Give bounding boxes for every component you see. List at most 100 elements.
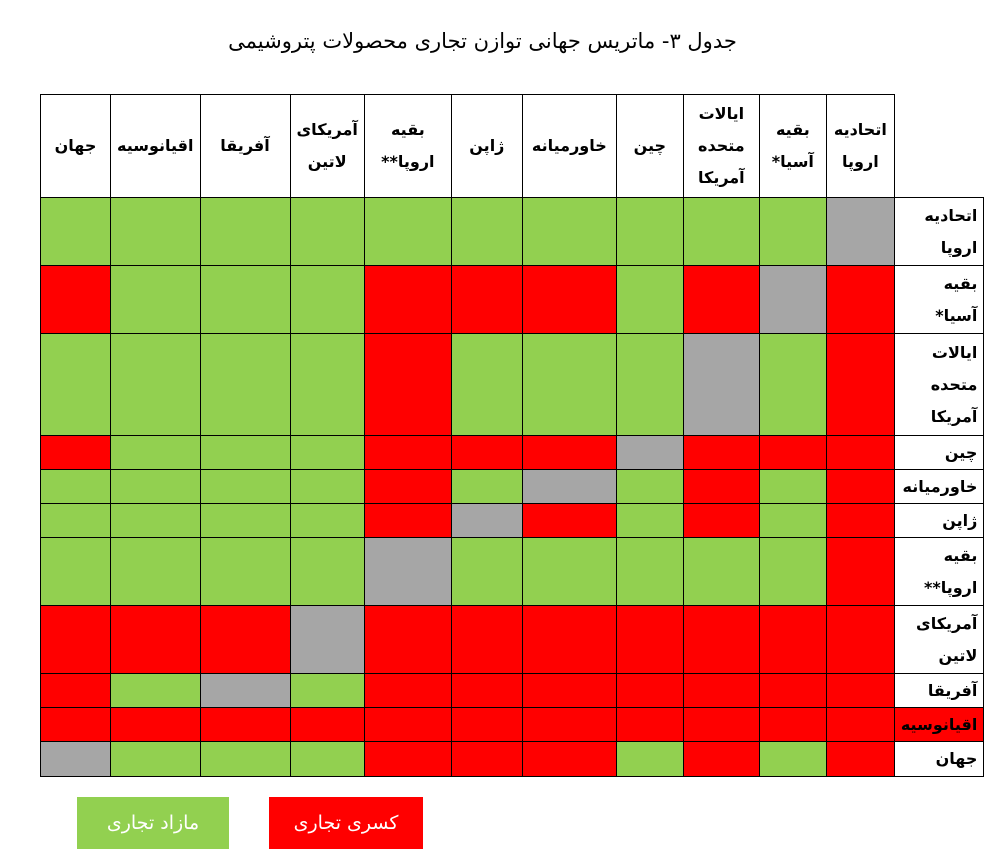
matrix-cell-none bbox=[615, 435, 684, 470]
matrix-cell-surplus bbox=[615, 333, 684, 436]
row-header-label: ایالات متحده آمریکا bbox=[930, 342, 978, 426]
column-header: اتحادیه اروپا bbox=[825, 94, 895, 198]
matrix-cell-surplus bbox=[199, 435, 291, 470]
matrix-cell-deficit bbox=[450, 435, 523, 470]
matrix-cell-deficit bbox=[758, 605, 827, 674]
matrix-cell-surplus bbox=[40, 537, 111, 606]
matrix-cell-surplus bbox=[682, 537, 760, 606]
matrix-cell-deficit bbox=[363, 435, 452, 470]
matrix-cell-surplus bbox=[289, 503, 365, 538]
matrix-cell-none bbox=[682, 333, 760, 436]
matrix-cell-surplus bbox=[110, 197, 201, 266]
matrix-cell-surplus bbox=[110, 265, 201, 334]
column-header-label: اقیانوسیه bbox=[117, 136, 194, 155]
matrix-cell-surplus bbox=[289, 265, 365, 334]
matrix-cell-deficit bbox=[825, 265, 895, 334]
matrix-cell-deficit bbox=[110, 605, 201, 674]
column-header-label: بقیه اروپا** bbox=[381, 120, 435, 171]
matrix-cell-surplus bbox=[521, 333, 617, 436]
matrix-cell-surplus bbox=[110, 333, 201, 436]
matrix-cell-surplus bbox=[758, 197, 827, 266]
row-header-label: ژاپن bbox=[942, 510, 978, 530]
matrix-cell-deficit bbox=[825, 741, 895, 777]
matrix-cell-surplus bbox=[110, 673, 201, 708]
matrix-cell-deficit bbox=[825, 333, 895, 436]
matrix-cell-deficit bbox=[521, 265, 617, 334]
matrix-cell-deficit bbox=[363, 503, 452, 538]
matrix-cell-deficit bbox=[825, 605, 895, 674]
column-header: جهان bbox=[40, 94, 111, 198]
matrix-cell-surplus bbox=[450, 469, 523, 504]
row-header: ایالات متحده آمریکا bbox=[893, 333, 985, 436]
column-header: آمریکای لاتین bbox=[289, 94, 365, 198]
column-header: آفریقا bbox=[199, 94, 291, 198]
matrix-cell-deficit bbox=[289, 707, 365, 742]
matrix-cell-deficit bbox=[450, 605, 523, 674]
table-row: آمریکای لاتین bbox=[40, 605, 985, 674]
matrix-cell-surplus bbox=[289, 673, 365, 708]
matrix-cell-deficit bbox=[40, 265, 111, 334]
corner-cell bbox=[894, 94, 984, 198]
matrix-cell-surplus bbox=[289, 741, 365, 777]
matrix-cell-surplus bbox=[521, 537, 617, 606]
column-header-label: چین bbox=[633, 136, 667, 155]
table-row: بقیه اروپا** bbox=[40, 537, 985, 606]
matrix-cell-deficit bbox=[363, 673, 452, 708]
row-header-label: بقیه آسیا* bbox=[935, 273, 978, 325]
row-header-label: اتحادیه اروپا bbox=[924, 205, 978, 257]
trade-matrix-container: اتحادیه اروپا بقیه آسیا* ایالات متحده آمری… bbox=[40, 94, 985, 777]
table-row: جهان bbox=[40, 741, 985, 777]
column-header: چین bbox=[615, 94, 684, 198]
matrix-cell-surplus bbox=[199, 333, 291, 436]
column-header-label: اتحادیه اروپا bbox=[833, 120, 887, 171]
matrix-cell-none bbox=[521, 469, 617, 504]
matrix-cell-deficit bbox=[758, 673, 827, 708]
matrix-cell-deficit bbox=[825, 707, 895, 742]
matrix-cell-none bbox=[289, 605, 365, 674]
matrix-cell-surplus bbox=[110, 537, 201, 606]
matrix-cell-surplus bbox=[110, 469, 201, 504]
matrix-cell-deficit bbox=[363, 333, 452, 436]
column-header-label: بقیه آسیا* bbox=[771, 120, 814, 171]
matrix-cell-deficit bbox=[40, 605, 111, 674]
legend-deficit-label: کسری تجاری bbox=[293, 812, 399, 834]
matrix-cell-deficit bbox=[199, 605, 291, 674]
matrix-cell-surplus bbox=[110, 503, 201, 538]
matrix-cell-deficit bbox=[450, 673, 523, 708]
matrix-cell-surplus bbox=[615, 741, 684, 777]
row-header-label: بقیه اروپا** bbox=[923, 545, 978, 597]
matrix-cell-surplus bbox=[110, 435, 201, 470]
matrix-cell-deficit bbox=[615, 707, 684, 742]
row-header: چین bbox=[893, 435, 985, 470]
table-row: ایالات متحده آمریکا bbox=[40, 333, 985, 436]
matrix-cell-deficit bbox=[521, 435, 617, 470]
matrix-cell-surplus bbox=[199, 197, 291, 266]
column-header-label: آفریقا bbox=[220, 136, 270, 155]
row-header: آفریقا bbox=[893, 673, 985, 708]
row-header-label: خاورمیانه bbox=[902, 476, 978, 496]
table-row: بقیه آسیا* bbox=[40, 265, 985, 334]
row-header: بقیه اروپا** bbox=[893, 537, 985, 606]
matrix-cell-surplus bbox=[40, 333, 111, 436]
matrix-cell-surplus bbox=[450, 197, 523, 266]
matrix-cell-none bbox=[40, 741, 111, 777]
matrix-cell-deficit bbox=[363, 469, 452, 504]
table-row: چین bbox=[40, 435, 985, 470]
matrix-cell-deficit bbox=[825, 537, 895, 606]
table-row: اقیانوسیه bbox=[40, 707, 985, 742]
matrix-cell-deficit bbox=[682, 503, 760, 538]
legend-deficit: کسری تجاری bbox=[269, 797, 423, 849]
matrix-cell-none bbox=[450, 503, 523, 538]
matrix-cell-deficit bbox=[682, 741, 760, 777]
row-header: بقیه آسیا* bbox=[893, 265, 985, 334]
matrix-cell-deficit bbox=[199, 707, 291, 742]
matrix-cell-surplus bbox=[682, 197, 760, 266]
matrix-cell-deficit bbox=[682, 707, 760, 742]
matrix-cell-deficit bbox=[825, 673, 895, 708]
column-header: خاورمیانه bbox=[521, 94, 617, 198]
matrix-cell-surplus bbox=[758, 503, 827, 538]
column-header-label: خاورمیانه bbox=[531, 136, 607, 155]
matrix-cell-surplus bbox=[615, 503, 684, 538]
column-header-label: جهان bbox=[54, 136, 97, 155]
matrix-cell-surplus bbox=[199, 469, 291, 504]
